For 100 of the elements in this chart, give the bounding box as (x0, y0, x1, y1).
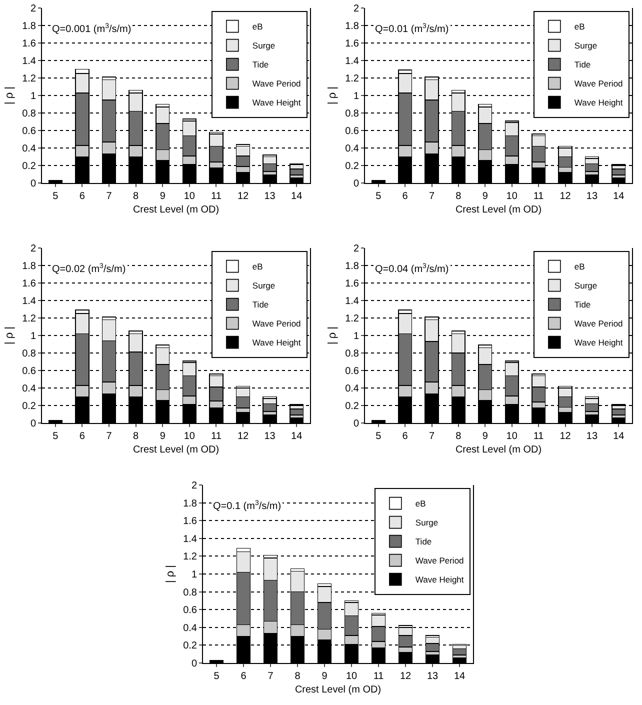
x-tick-label: 10 (506, 191, 518, 202)
x-tick-label: 14 (454, 671, 466, 682)
x-tick-label: 13 (426, 671, 438, 682)
legend-label: Wave Height (574, 338, 624, 348)
x-axis-title: Crest Level (m OD) (132, 204, 220, 216)
x-axis-title: Crest Level (m OD) (455, 444, 542, 456)
x-tick-label: 8 (456, 191, 462, 202)
y-tick-label: 2 (353, 244, 360, 254)
legend-label: eB (252, 262, 264, 272)
y-tick-label: 2 (30, 244, 36, 254)
y-tick-label: 0.6 (345, 126, 360, 137)
x-tick-label: 14 (613, 431, 625, 442)
legend-label: Wave Period (252, 78, 302, 89)
y-tick-label: 0.6 (22, 366, 36, 377)
legend-label: Wave Height (252, 338, 302, 348)
y-tick-label: 1.8 (183, 498, 198, 510)
y-tick-label: 0.4 (183, 622, 198, 634)
x-tick-label: 11 (533, 191, 544, 202)
x-tick-label: 13 (264, 431, 276, 442)
y-tick-label: 0 (353, 178, 360, 190)
y-tick-label: 0.2 (345, 401, 360, 412)
y-tick-label: 1 (30, 91, 36, 102)
y-tick-label: 0.8 (345, 348, 360, 360)
y-tick-label: 1.4 (345, 56, 360, 67)
y-tick-label: 1.2 (22, 74, 36, 84)
x-tick-label: 9 (482, 431, 488, 442)
y-tick-label: 1 (353, 331, 360, 342)
y-tick-label: 0.8 (22, 108, 36, 120)
x-tick-label: 9 (322, 671, 328, 682)
text: Q=0.1 (m$^{3}$/s/m) (213, 500, 282, 512)
y-tick-label: 1.6 (183, 516, 198, 528)
y-tick-label: 1.8 (345, 261, 360, 272)
y-tick-label: 1.2 (345, 314, 360, 324)
y-tick-label: 0.2 (183, 640, 198, 652)
y-axis-title: | ρ | (4, 86, 16, 105)
y-tick-label: 1.8 (345, 21, 360, 32)
y-tick-label: 0.2 (22, 401, 36, 412)
y-tick-label: 1 (353, 91, 360, 102)
y-tick-label: 0.8 (22, 348, 36, 360)
y-tick-label: 0 (30, 178, 36, 190)
text: Q=0.04 (m$^{3}$/s/m) (375, 263, 449, 276)
x-tick-label: 8 (456, 431, 462, 442)
y-tick-label: 0.2 (22, 161, 36, 172)
legend-label: Surge (574, 280, 598, 291)
x-tick-label: 10 (346, 671, 358, 682)
legend-label: eB (574, 22, 586, 32)
x-tick-label: 7 (268, 671, 274, 682)
x-tick-label: 12 (400, 671, 412, 682)
y-tick-label: 1.2 (345, 74, 360, 84)
x-tick-label: 14 (291, 431, 303, 442)
x-tick-label: 5 (376, 191, 382, 202)
x-tick-label: 7 (428, 431, 435, 442)
y-tick-label: 1.4 (183, 534, 198, 545)
x-tick-label: 14 (613, 191, 625, 202)
x-tick-label: 13 (264, 191, 276, 202)
y-tick-label: 1.2 (22, 314, 36, 324)
x-tick-label: 7 (106, 431, 112, 442)
x-axis-title: Crest Level (m OD) (132, 444, 220, 456)
x-tick-label: 5 (376, 431, 382, 442)
legend-label: Wave Period (574, 318, 624, 329)
legend-label: eB (252, 22, 264, 32)
y-axis-title: | ρ | (4, 326, 16, 345)
x-tick-label: 8 (294, 671, 301, 682)
x-tick-label: 6 (402, 431, 408, 442)
y-tick-label: 1.8 (22, 21, 36, 32)
legend-label: Tide (574, 300, 591, 310)
legend-label: Surge (252, 40, 276, 51)
x-tick-label: 10 (184, 431, 196, 442)
x-tick-label: 7 (106, 191, 112, 202)
x-tick-label: 12 (237, 431, 249, 442)
x-tick-label: 5 (52, 431, 59, 442)
y-tick-label: 1.8 (22, 261, 36, 272)
y-tick-label: 0.6 (183, 605, 198, 616)
x-tick-label: 12 (560, 431, 572, 442)
x-tick-label: 6 (79, 191, 86, 202)
y-tick-label: 0.6 (345, 366, 360, 377)
y-tick-label: 0.6 (22, 126, 36, 137)
x-tick-label: 14 (291, 191, 303, 202)
y-tick-label: 0.2 (345, 161, 360, 172)
y-tick-label: 2 (353, 4, 360, 14)
y-tick-label: 1.4 (22, 56, 36, 67)
y-tick-label: 0 (191, 658, 198, 670)
legend-label: eB (574, 262, 586, 272)
x-axis-title: Crest Level (m OD) (455, 204, 542, 216)
y-tick-label: 1.2 (183, 552, 198, 563)
text: Q=0.02 (m$^{3}$/s/m) (52, 263, 126, 276)
y-tick-label: 1.4 (22, 296, 36, 307)
legend-label: Tide (252, 60, 269, 70)
y-tick-label: 0.4 (345, 384, 360, 394)
y-axis-title: | ρ | (326, 326, 339, 345)
x-tick-label: 5 (52, 191, 59, 202)
x-tick-label: 6 (79, 431, 86, 442)
x-tick-label: 12 (560, 191, 572, 202)
x-tick-label: 9 (482, 191, 488, 202)
legend-label: Surge (574, 40, 598, 51)
y-tick-label: 0.4 (22, 384, 36, 394)
x-tick-label: 11 (211, 191, 222, 202)
legend-label: Wave Height (574, 98, 624, 108)
y-tick-label: 0 (353, 418, 360, 430)
y-tick-label: 2 (191, 480, 198, 492)
